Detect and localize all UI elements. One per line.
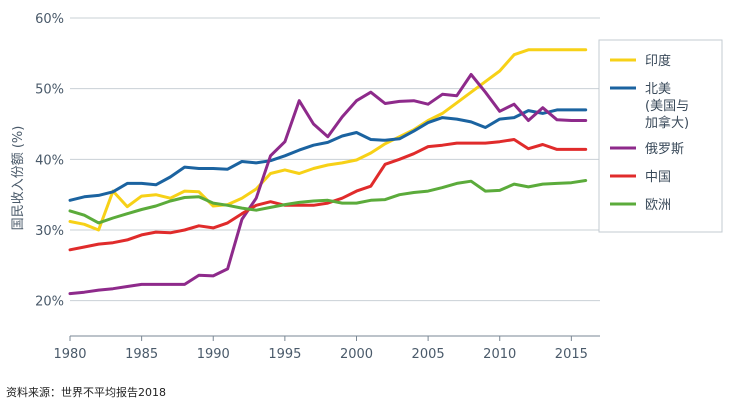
x-tick-label: 2005: [412, 347, 445, 362]
x-tick-labels: 1980 1985 1990 1995 2000 2005 2010 2015: [53, 347, 587, 362]
legend-label-0: 印度: [645, 53, 671, 69]
legend-label-1: 北美: [645, 82, 671, 97]
source-note: 资料来源：世界不平均报告2018: [6, 386, 166, 399]
series-line-1: [68, 108, 588, 202]
legend-label-2: 俄罗斯: [645, 142, 684, 157]
series-line-0: [68, 48, 588, 232]
legend-label-1: 加拿大): [645, 115, 689, 131]
x-tick-label: 2010: [483, 347, 516, 362]
y-tick-label: 20%: [35, 295, 64, 310]
legend-box: [598, 39, 723, 233]
y-tick-label: 50%: [35, 83, 64, 98]
x-tick-label: 1985: [125, 347, 158, 362]
series-line-4: [68, 179, 588, 225]
legend-label-4: 欧洲: [645, 198, 671, 213]
series-line-2: [68, 73, 588, 296]
y-tick-label: 40%: [35, 153, 64, 168]
legend-label-3: 中国: [645, 170, 671, 185]
grid-lines: [69, 17, 600, 341]
y-tick-label: 60%: [35, 12, 64, 27]
x-tick-label: 1990: [197, 347, 230, 362]
y-tick-label: 30%: [35, 224, 64, 239]
y-tick-labels: 20% 30% 40% 50% 60%: [35, 12, 64, 310]
series-line-3: [68, 138, 588, 252]
x-tick-label: 1995: [268, 347, 301, 362]
x-tick-label: 2000: [340, 347, 373, 362]
series-lines: [68, 48, 588, 296]
x-tick-label: 2015: [555, 347, 588, 362]
legend-label-1: (美国与: [645, 99, 689, 114]
y-axis-label: 国民收入份额 (%): [11, 126, 26, 231]
x-tick-label: 1980: [53, 347, 86, 362]
